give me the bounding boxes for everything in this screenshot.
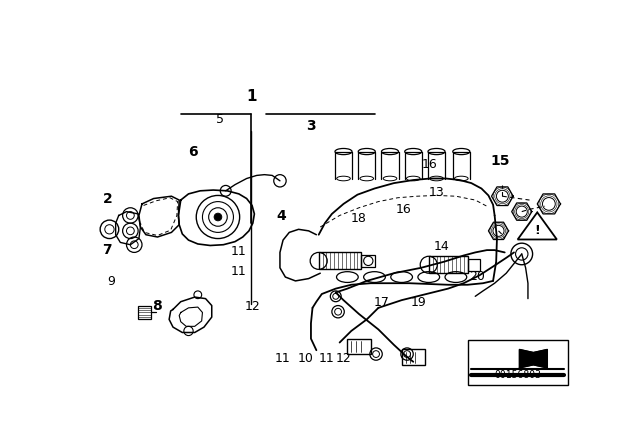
Text: 9: 9 <box>107 275 115 288</box>
Text: 16: 16 <box>396 203 412 216</box>
Text: 12: 12 <box>336 352 352 365</box>
Bar <box>402 349 425 365</box>
Text: 19: 19 <box>410 296 426 309</box>
Bar <box>467 340 568 385</box>
Text: 13: 13 <box>428 186 444 199</box>
Text: 1: 1 <box>246 90 257 104</box>
Text: 15: 15 <box>491 155 510 168</box>
Text: 7: 7 <box>102 243 112 258</box>
Bar <box>319 252 362 269</box>
Text: 8: 8 <box>152 299 162 313</box>
Text: 00156803: 00156803 <box>494 370 541 380</box>
Text: 11: 11 <box>231 245 246 258</box>
Text: 3: 3 <box>306 119 316 133</box>
Text: 12: 12 <box>244 300 260 313</box>
Text: 14: 14 <box>433 241 449 254</box>
Text: 10: 10 <box>298 352 314 365</box>
Text: 17: 17 <box>374 296 390 309</box>
Bar <box>362 255 375 267</box>
Text: 4: 4 <box>276 209 285 223</box>
Bar <box>138 306 150 319</box>
Text: 11: 11 <box>319 352 335 365</box>
Text: 20: 20 <box>469 270 484 283</box>
Text: !: ! <box>534 224 540 237</box>
Bar <box>348 339 371 354</box>
Text: 18: 18 <box>351 212 367 225</box>
Text: 11: 11 <box>231 265 246 278</box>
Text: 11: 11 <box>275 352 291 365</box>
Text: 5: 5 <box>216 113 224 126</box>
Bar <box>429 256 467 273</box>
Polygon shape <box>520 349 547 368</box>
Text: 2: 2 <box>102 192 112 206</box>
Circle shape <box>214 213 222 221</box>
Bar <box>467 258 480 271</box>
Text: 16: 16 <box>422 158 438 171</box>
Text: 6: 6 <box>188 145 198 159</box>
